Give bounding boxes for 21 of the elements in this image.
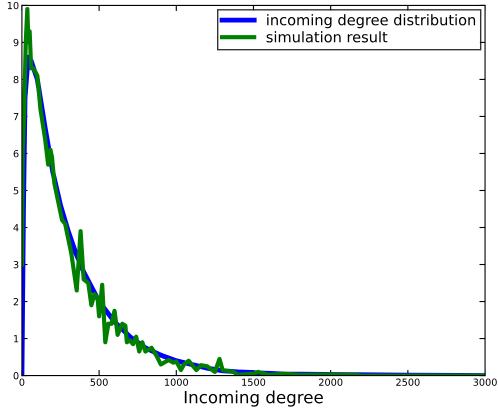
x-tick-label: 500 <box>90 378 108 386</box>
y-tick-label: 2 <box>14 298 18 306</box>
x-tick-label: 3000 <box>473 378 497 386</box>
y-tick-label: 3 <box>14 261 18 268</box>
y-tick-label: 7 <box>14 113 18 120</box>
x-tick-label: 0 <box>19 378 24 386</box>
x-axis-title: Incoming degree <box>184 390 323 407</box>
x-tick-label: 1500 <box>242 378 266 386</box>
y-tick-label: 10 <box>8 2 18 10</box>
x-tick-label: 1000 <box>164 378 188 386</box>
legend-label: incoming degree distribution <box>267 14 476 28</box>
x-tick-label: 2000 <box>319 378 342 386</box>
y-tick-label: 5 <box>14 187 18 194</box>
y-tick-label: 0 <box>14 372 18 380</box>
x-tick-label: 2500 <box>396 378 420 386</box>
y-tick-label: 8 <box>14 76 18 84</box>
y-tick-label: 9 <box>14 38 18 46</box>
y-tick-label: 4 <box>13 224 19 232</box>
y-tick-label: 6 <box>14 150 19 158</box>
y-tick-label: 1 <box>14 335 18 342</box>
legend-label: simulation result <box>266 31 388 42</box>
